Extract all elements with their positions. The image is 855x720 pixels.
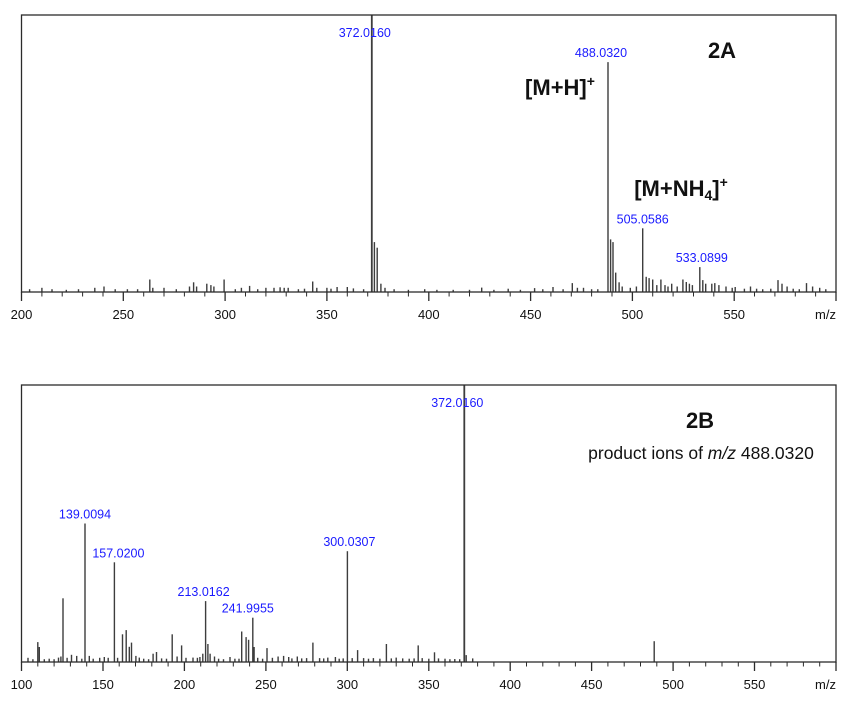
axis-tick-label: 450 [581,677,603,692]
peak-label: 488.0320 [575,46,627,60]
annotation-ion-label-m-plus-h: [M+H]+ [525,73,595,100]
spectrum-panel-2b: 100 150 200 250 300 350 400 450 500 550 m/z 139.009… [11,384,837,692]
axis-tick-label: 350 [316,307,338,322]
spectrum-panel-2a: 200 250 300 350 400 450 500 550 m/z 372.0160 488.0… [11,14,837,322]
annotation-ion-label-m-plus-nh4: [M+NH4]+ [634,174,728,203]
peak-label: 372.0160 [339,26,391,40]
annotation-panel-title-2b: 2B [686,408,714,433]
axis-tick-label: 450 [520,307,542,322]
peak-label: 372.0160 [431,396,483,410]
axis-tick-label: 500 [622,307,644,322]
axis-tick-label: 500 [662,677,684,692]
peak-label: 533.0899 [676,251,728,265]
axis-tick-label: 400 [418,307,440,322]
axis-tick-label: 250 [255,677,277,692]
axis-tick-label: 550 [723,307,745,322]
axis-tick-label: 250 [112,307,134,322]
axis-tick-label: 350 [418,677,440,692]
peak-label: 139.0094 [59,508,111,522]
annotation-precursor-note: product ions of m/z 488.0320 [588,443,814,463]
peak-label: 213.0162 [178,585,230,599]
peak-label: 241.9955 [222,602,274,616]
axis-tick-label: 300 [214,307,236,322]
axis-tick-label: 300 [336,677,358,692]
axis-tick-label: 400 [499,677,521,692]
axis-unit-label: m/z [815,677,836,692]
axis-tick-label: 550 [744,677,766,692]
axis-tick-label: 200 [11,307,33,322]
axis-tick-label: 150 [92,677,114,692]
peak-label: 505.0586 [617,212,669,226]
axis-tick-label: 100 [11,677,33,692]
axis-unit-label: m/z [815,307,836,322]
peak-label: 300.0307 [323,535,375,549]
peak-label: 157.0200 [92,546,144,560]
axis-tick-label: 200 [174,677,196,692]
annotation-panel-title-2a: 2A [708,38,736,63]
